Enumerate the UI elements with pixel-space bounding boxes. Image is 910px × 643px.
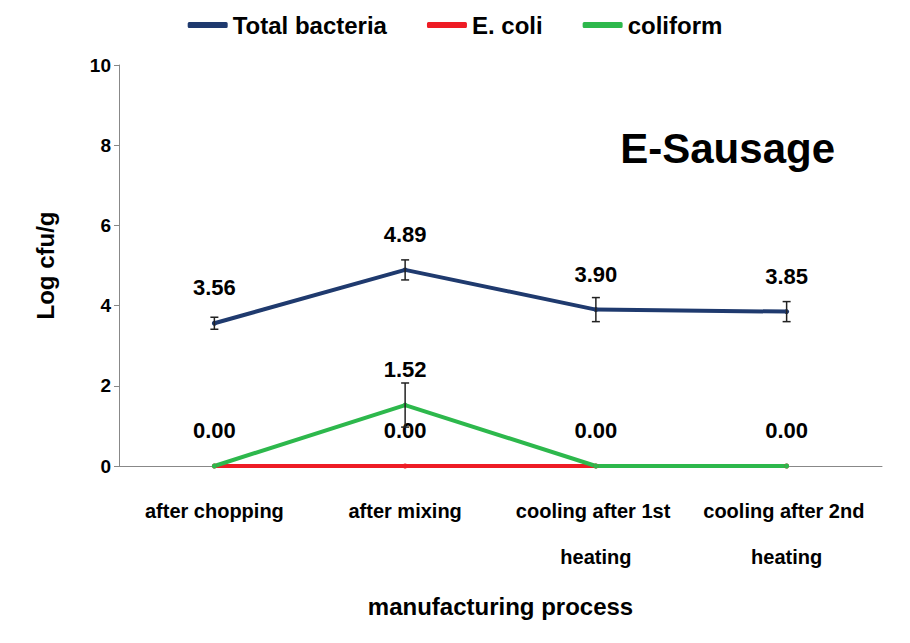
svg-text:8: 8 [100, 135, 111, 156]
svg-text:coliform: coliform [628, 12, 723, 39]
svg-text:2: 2 [100, 375, 111, 396]
svg-text:4.89: 4.89 [384, 222, 427, 247]
svg-text:0: 0 [100, 456, 111, 477]
svg-text:3.90: 3.90 [574, 262, 617, 287]
svg-text:Log cfu/g: Log cfu/g [32, 212, 59, 320]
svg-text:3.85: 3.85 [765, 264, 808, 289]
svg-text:heating: heating [560, 546, 631, 568]
svg-text:0.00: 0.00 [765, 418, 808, 443]
svg-text:1.52: 1.52 [384, 357, 427, 382]
svg-text:3.56: 3.56 [193, 275, 236, 300]
svg-text:0.00: 0.00 [193, 418, 236, 443]
svg-text:E. coli: E. coli [472, 12, 543, 39]
svg-text:0.00: 0.00 [574, 418, 617, 443]
svg-text:heating: heating [751, 546, 822, 568]
svg-text:6: 6 [100, 215, 111, 236]
svg-text:10: 10 [90, 55, 111, 76]
svg-text:0.00: 0.00 [383, 418, 427, 443]
svg-text:E-Sausage: E-Sausage [620, 125, 835, 172]
svg-text:Total bacteria: Total bacteria [233, 12, 388, 39]
svg-text:cooling after 1st: cooling after 1st [516, 500, 676, 522]
svg-text:4: 4 [100, 295, 111, 316]
svg-text:after chopping: after chopping [145, 500, 284, 522]
svg-text:cooling after 2nd: cooling after 2nd [703, 500, 870, 522]
svg-text:after mixing: after mixing [348, 500, 461, 522]
svg-text:manufacturing process: manufacturing process [368, 593, 633, 620]
